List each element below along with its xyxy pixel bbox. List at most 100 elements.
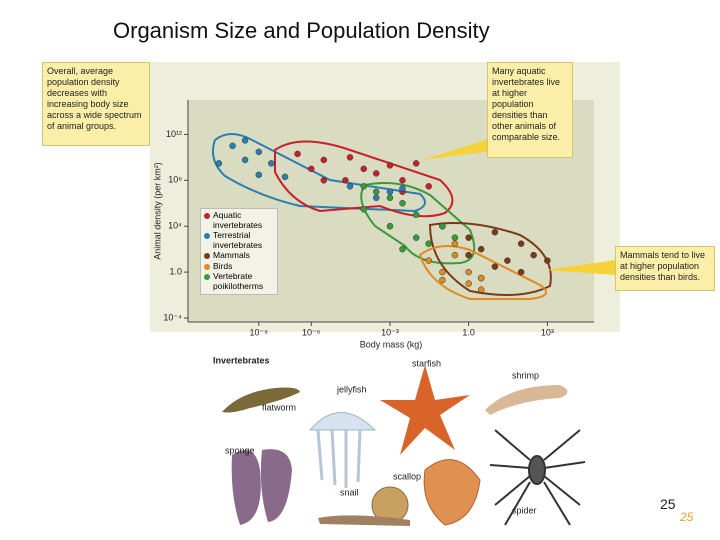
point (255, 148, 263, 156)
legend-entry: Mammals (204, 250, 274, 261)
legend-swatch (204, 233, 210, 239)
point (465, 280, 472, 287)
point (412, 234, 420, 241)
callout: Mammals tend to live at higher populatio… (615, 246, 715, 291)
illustration-label: starfish (412, 358, 441, 368)
illustration-heading: Invertebrates (213, 355, 270, 365)
outline (428, 221, 552, 296)
legend-swatch (204, 253, 210, 259)
point (386, 188, 394, 196)
page-number-shadow: 25 (680, 510, 694, 524)
point (360, 206, 367, 213)
legend-entry: Aquatic invertebrates (204, 210, 274, 230)
point (517, 268, 525, 276)
illustration-label: spider (512, 505, 537, 515)
x-tick-label: 10³ (541, 327, 554, 337)
point (399, 177, 406, 184)
point (372, 194, 380, 202)
scallop (423, 459, 481, 526)
point (477, 245, 485, 253)
legend-label: Mammals (213, 250, 250, 260)
legend-swatch (204, 263, 210, 270)
point (451, 234, 459, 241)
callout: Overall, average population density decr… (42, 62, 150, 146)
point (342, 177, 349, 184)
legend-label: Vertebrate poikilotherms (213, 271, 264, 291)
point (255, 171, 263, 179)
point (451, 251, 459, 259)
outline (418, 245, 548, 300)
point (386, 194, 394, 202)
snail-body (318, 515, 410, 526)
legend-entry: Birds (204, 260, 274, 272)
point (451, 240, 459, 247)
point (517, 240, 525, 247)
y-tick-label: 1.0 (169, 266, 182, 276)
point (439, 222, 446, 230)
point (294, 150, 301, 158)
y-tick-label: 10⁴ (168, 221, 182, 231)
point (504, 257, 511, 264)
illustrations: Invertebrates flatworm jellyfish starfis… (213, 355, 586, 526)
scatter-chart: 10⁻⁸ 10⁻⁶ 10⁻³ 1.0 10³ 10¹² 10⁸ 10⁴ 1.0 10⁻⁴ (163, 100, 594, 337)
point (268, 160, 275, 167)
y-tick-label: 10¹² (166, 129, 182, 139)
point (425, 257, 432, 264)
point (372, 170, 380, 177)
illustration-label: jellyfish (336, 384, 367, 394)
callout-pointer (545, 260, 616, 275)
point (465, 268, 472, 276)
legend-label: Birds (213, 260, 233, 271)
starfish (380, 365, 470, 455)
point (399, 200, 406, 207)
point (346, 154, 354, 161)
x-tick-label: 10⁻⁶ (302, 327, 321, 337)
slide-title: Organism Size and Population Density (113, 18, 490, 43)
jellyfish (308, 412, 377, 431)
sponge (231, 449, 292, 525)
point (412, 160, 420, 167)
legend-label: Aquatic invertebrates (213, 210, 263, 230)
point (229, 142, 236, 150)
point (281, 173, 289, 181)
point (425, 183, 432, 190)
jellyfish-tentacles (316, 429, 362, 488)
point (412, 211, 420, 218)
point (399, 185, 406, 192)
point (386, 222, 394, 230)
illustration-label: scallop (393, 471, 421, 481)
point (241, 156, 249, 164)
x-tick-label: 10⁻⁸ (250, 327, 269, 337)
legend-swatch (204, 274, 210, 280)
outline (274, 140, 454, 218)
illustration-label: shrimp (512, 370, 539, 380)
legend-label: Terrestrial invertebrates (213, 230, 263, 250)
callout: Many aquatic invertebrates live at highe… (487, 62, 573, 158)
illustration-label: flatworm (262, 402, 296, 412)
y-tick-label: 10⁻⁴ (163, 312, 182, 322)
point (308, 165, 315, 173)
callout-pointer (422, 138, 500, 160)
point (360, 183, 367, 190)
point (320, 156, 328, 164)
legend-swatch (204, 213, 210, 219)
point (465, 234, 472, 241)
point (372, 188, 380, 196)
point (399, 245, 406, 253)
point (360, 165, 367, 173)
point (477, 286, 485, 293)
point (215, 160, 223, 167)
page-number: 25 (660, 496, 676, 512)
legend: Aquatic invertebrates Terrestrial inverte… (200, 208, 278, 295)
legend-entry: Terrestrial invertebrates (204, 230, 274, 250)
illustration-label: sponge (225, 445, 255, 455)
point (439, 276, 446, 284)
point (386, 162, 394, 169)
point (477, 274, 485, 282)
y-tick-label: 10⁸ (168, 175, 182, 185)
shrimp (485, 385, 568, 415)
x-axis-label: Body mass (kg) (360, 339, 423, 349)
point (491, 228, 499, 236)
flatworm (222, 387, 300, 413)
